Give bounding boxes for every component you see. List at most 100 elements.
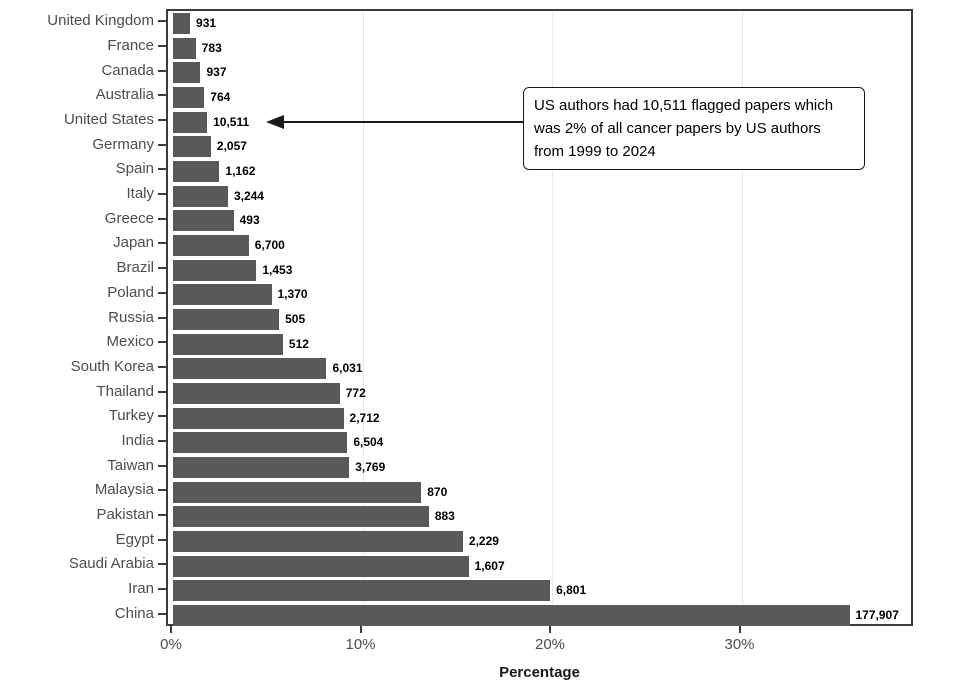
gridline-20%: [552, 11, 553, 624]
annotation-text-line: US authors had 10,511 flagged papers whi…: [534, 97, 834, 114]
y-axis-label-australia: Australia: [95, 86, 154, 104]
y-axis-label-japan: Japan: [113, 234, 154, 252]
bar-taiwan: [173, 457, 350, 479]
bar-united-kingdom: [173, 12, 191, 34]
y-axis-label-pakistan: Pakistan: [96, 505, 154, 523]
y-axis-label-united-kingdom: United Kingdom: [47, 12, 154, 30]
y-axis-tick: [158, 538, 166, 541]
bar-value-label: 783: [201, 40, 222, 55]
y-axis-tick: [158, 291, 166, 294]
annotation-arrow-line: [283, 121, 523, 123]
y-axis-label-malaysia: Malaysia: [94, 481, 154, 499]
y-axis-tick: [158, 612, 166, 615]
y-axis-tick: [158, 464, 166, 467]
y-axis-label-greece: Greece: [104, 209, 154, 227]
y-axis-label-saudi-arabia: Saudi Arabia: [68, 555, 154, 573]
y-axis-label-thailand: Thailand: [96, 382, 154, 400]
y-axis-label-mexico: Mexico: [106, 333, 154, 351]
x-axis-tick: [549, 626, 551, 633]
bar-germany: [173, 136, 211, 158]
annotation-text-line: from 1999 to 2024: [534, 143, 656, 160]
bar-malaysia: [173, 481, 422, 503]
bar-france: [173, 37, 196, 59]
y-axis-tick: [158, 242, 166, 245]
y-axis-label-united-states: United States: [63, 111, 154, 129]
bar-value-label: 1,370: [277, 287, 308, 302]
bar-canada: [173, 62, 201, 84]
bar-saudi-arabia: [173, 555, 469, 577]
bar-value-label: 1,607: [474, 558, 505, 573]
bar-value-label: 6,031: [332, 361, 363, 376]
bar-value-label: 772: [345, 386, 366, 401]
bar-thailand: [173, 383, 340, 405]
bar-greece: [173, 210, 234, 232]
annotation-text-line: was 2% of all cancer papers by US author…: [534, 120, 821, 137]
bar-value-label: 10,511: [213, 114, 250, 129]
y-axis-tick: [158, 267, 166, 270]
bar-value-label: 870: [427, 484, 448, 499]
bar-value-label: 6,801: [556, 583, 587, 598]
bar-japan: [173, 234, 249, 256]
y-axis-tick: [158, 193, 166, 196]
y-axis-label-south-korea: South Korea: [70, 357, 154, 375]
y-axis-label-poland: Poland: [107, 283, 154, 301]
bar-value-label: 2,712: [349, 410, 380, 425]
bar-united-states: [173, 111, 208, 133]
y-axis-label-iran: Iran: [128, 579, 154, 597]
bar-value-label: 493: [239, 213, 260, 228]
bar-turkey: [173, 407, 344, 429]
bar-value-label: 937: [206, 65, 227, 80]
y-axis-label-turkey: Turkey: [108, 407, 154, 425]
bar-value-label: 1,453: [262, 262, 293, 277]
y-axis-tick: [158, 217, 166, 220]
x-axis-label-20%: 20%: [534, 636, 566, 653]
bar-value-label: 505: [285, 312, 306, 326]
y-axis-tick: [158, 365, 166, 368]
y-axis-tick: [158, 513, 166, 516]
bar-value-label: 883: [434, 509, 455, 524]
y-axis-label-germany: Germany: [92, 135, 154, 153]
y-axis-tick: [158, 439, 166, 442]
y-axis-tick: [158, 415, 166, 418]
y-axis-tick: [158, 119, 166, 122]
bar-value-label: 6,504: [353, 435, 384, 450]
bar-russia: [173, 309, 280, 330]
y-axis-tick: [158, 489, 166, 492]
bar-china: [173, 605, 850, 627]
bar-value-label: 1,162: [225, 163, 256, 178]
x-axis-label-30%: 30%: [724, 636, 755, 653]
bar-value-label: 512: [288, 336, 309, 351]
bar-brazil: [173, 259, 257, 281]
y-axis-tick: [158, 94, 166, 97]
bar-iran: [173, 580, 551, 602]
y-axis-label-spain: Spain: [115, 160, 154, 178]
bar-egypt: [173, 531, 463, 553]
bar-value-label: 931: [196, 15, 217, 30]
x-axis-tick: [738, 626, 741, 633]
x-axis-tick: [170, 626, 172, 633]
y-axis-label-france: France: [107, 37, 154, 55]
bar-value-label: 2,057: [216, 139, 247, 154]
bar-poland: [173, 284, 272, 306]
y-axis-tick: [158, 45, 166, 48]
y-axis-label-india: India: [121, 431, 154, 449]
bar-italy: [173, 185, 228, 207]
y-axis-tick: [158, 143, 166, 146]
y-axis-tick: [158, 390, 166, 393]
y-axis-tick: [158, 20, 166, 23]
y-axis-tick: [158, 341, 166, 344]
y-axis-label-italy: Italy: [126, 185, 154, 203]
y-axis-label-brazil: Brazil: [116, 259, 154, 277]
bar-india: [173, 432, 348, 454]
bar-spain: [173, 160, 220, 182]
bar-south-korea: [173, 358, 327, 380]
bar-pakistan: [173, 506, 429, 528]
x-axis-title: Percentage: [499, 664, 580, 681]
y-axis-label-canada: Canada: [101, 61, 154, 79]
y-axis-tick: [158, 316, 166, 319]
bar-value-label: 764: [210, 89, 231, 104]
y-axis-tick: [158, 69, 166, 72]
y-axis-tick: [158, 563, 166, 566]
bar-value-label: 6,700: [254, 237, 285, 252]
